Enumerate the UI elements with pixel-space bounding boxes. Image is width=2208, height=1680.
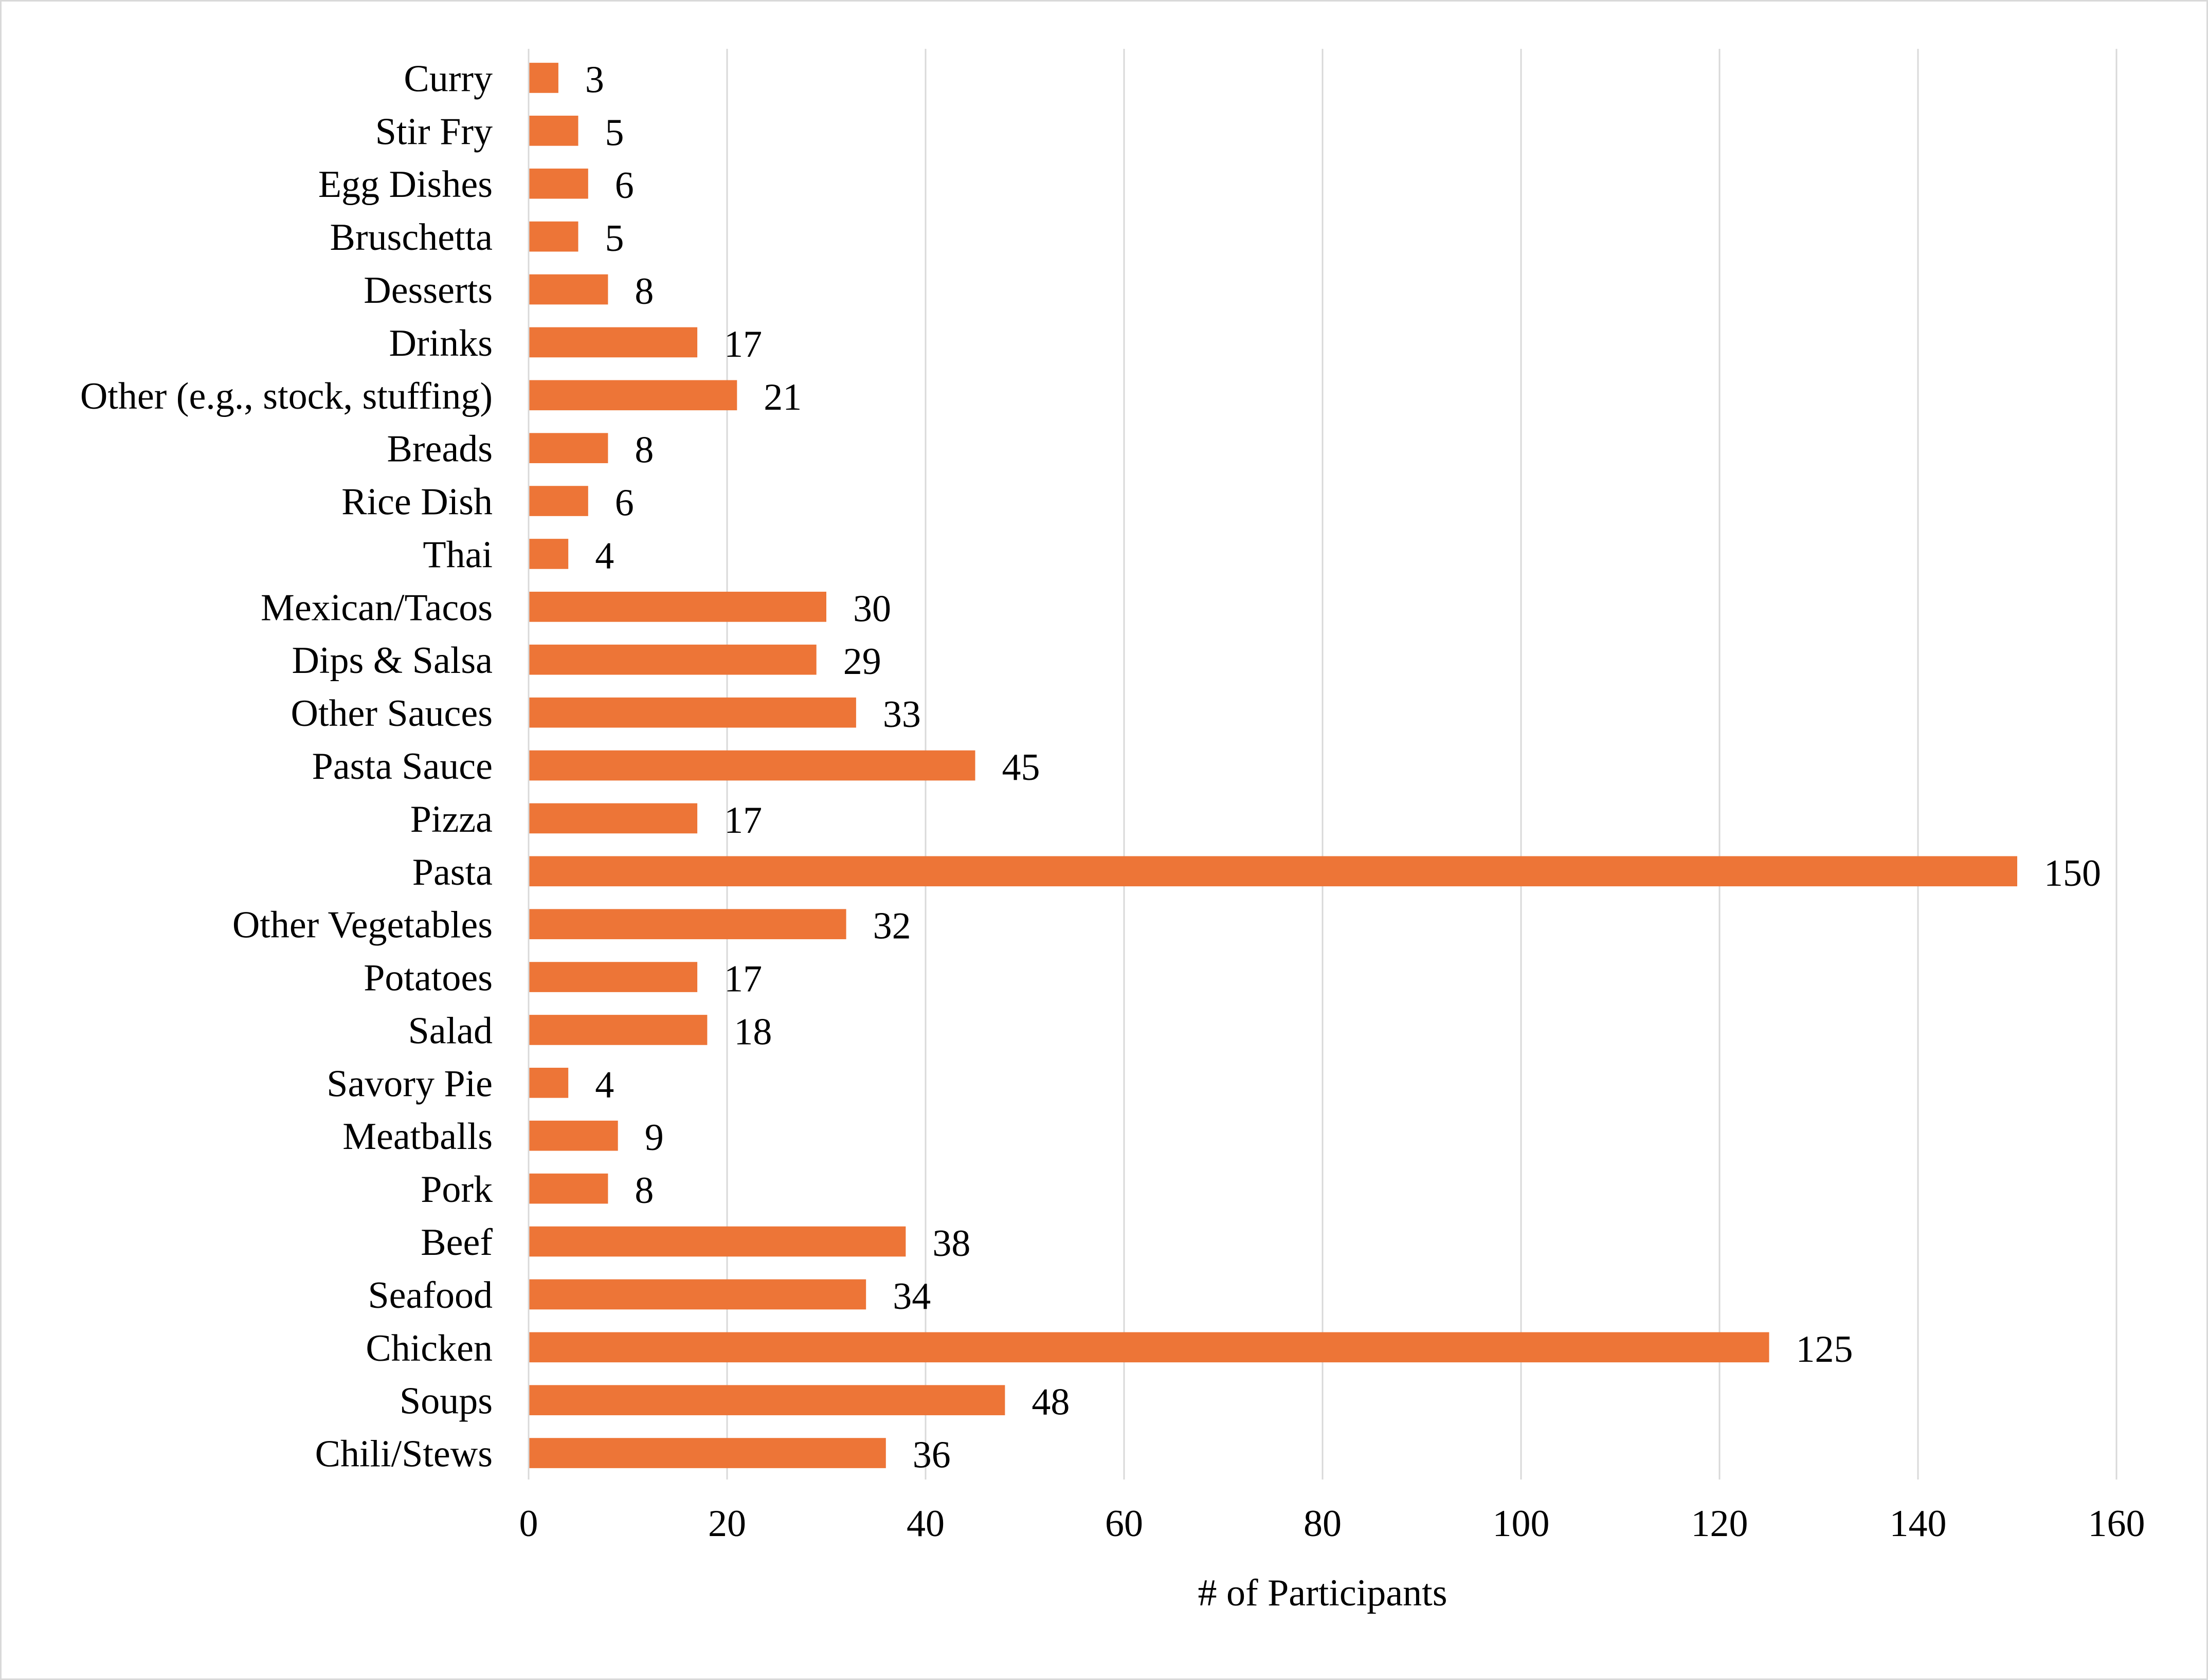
data-label: 30 [853,588,891,630]
category-label: Meatballs [342,1116,493,1158]
bar [529,1120,618,1151]
data-label: 32 [873,905,911,947]
data-label: 38 [932,1222,970,1265]
category-label: Chili/Stews [315,1433,493,1475]
data-label: 29 [843,641,881,683]
category-label: Other (e.g., stock, stuffing) [80,375,493,417]
data-label: 8 [635,429,654,471]
bar [529,539,569,569]
category-label: Beef [421,1221,493,1264]
data-label: 4 [595,535,614,577]
data-label: 9 [645,1117,664,1159]
category-labels: Curry Stir Fry Egg Dishes Bruschetta Dessert… [80,58,493,1475]
bar [529,1332,1769,1363]
x-tick-label: 100 [1493,1503,1550,1545]
bar [529,592,826,622]
bar [529,486,588,516]
category-label: Stir Fry [375,111,493,153]
bar [529,1385,1005,1415]
bars [529,63,2017,1468]
data-label: 33 [883,693,921,736]
data-label: 18 [734,1011,772,1053]
data-label: 8 [635,270,654,313]
bar [529,909,846,939]
category-label: Salad [408,1010,493,1052]
x-tick-labels: 0 20 40 60 80 100 120 140 160 [519,1503,2145,1545]
category-label: Other Sauces [291,692,493,735]
category-label: Dips & Salsa [292,640,493,682]
bar [529,750,975,781]
data-label: 6 [615,482,634,524]
bar [529,1279,866,1310]
x-axis-title: # of Participants [1198,1572,1447,1614]
category-label: Egg Dishes [318,163,493,206]
category-label: Drinks [389,322,493,364]
x-tick-label: 20 [708,1503,746,1545]
data-label: 17 [724,958,762,1000]
data-label: 6 [615,165,634,207]
data-label: 5 [605,112,624,154]
bar [529,327,698,358]
bar [529,697,856,728]
bar [529,221,578,252]
bar [529,168,588,199]
data-label: 150 [2044,852,2101,894]
bar [529,856,2017,887]
bar [529,803,698,834]
bar [529,1173,608,1204]
category-label: Savory Pie [327,1063,493,1105]
data-label: 17 [724,323,762,366]
category-label: Seafood [368,1274,493,1317]
x-tick-label: 80 [1304,1503,1342,1545]
x-tick-label: 40 [907,1503,945,1545]
data-label: 5 [605,217,624,260]
category-label: Rice Dish [341,481,493,523]
x-tick-label: 120 [1691,1503,1748,1545]
category-label: Chicken [366,1327,493,1369]
bar [529,1068,569,1098]
category-label: Potatoes [364,957,493,999]
bar [529,1226,906,1257]
bar [529,1015,708,1045]
category-label: Pizza [410,798,493,841]
x-tick-label: 0 [519,1503,538,1545]
data-label: 34 [893,1275,931,1318]
data-label: 17 [724,799,762,842]
data-label: 48 [1031,1381,1070,1423]
category-label: Pasta [412,851,493,893]
bar [529,962,698,992]
category-label: Other Vegetables [232,904,493,946]
bar [529,1438,886,1468]
category-label: Desserts [364,269,493,312]
bar [529,380,737,411]
x-tick-label: 160 [2088,1503,2145,1545]
bar [529,433,608,463]
category-label: Bruschetta [330,216,493,259]
category-label: Thai [423,534,493,576]
category-label: Pork [421,1168,493,1211]
data-label: 21 [764,376,802,418]
category-label: Soups [400,1380,493,1422]
category-label: Curry [404,58,493,100]
data-labels: 3565817218643029334517150321718498383412… [585,59,2101,1476]
x-tick-label: 140 [1890,1503,1947,1545]
bar [529,274,608,305]
data-label: 36 [913,1434,951,1476]
data-label: 3 [585,59,604,101]
category-label: Mexican/Tacos [261,587,493,629]
bar [529,116,578,146]
data-label: 8 [635,1170,654,1212]
category-label: Breads [387,428,493,470]
data-label: 45 [1002,746,1040,789]
data-label: 4 [595,1064,614,1106]
bar [529,63,558,93]
bar [529,644,817,675]
x-tick-label: 60 [1105,1503,1143,1545]
data-label: 125 [1796,1328,1853,1371]
category-label: Pasta Sauce [312,745,493,788]
